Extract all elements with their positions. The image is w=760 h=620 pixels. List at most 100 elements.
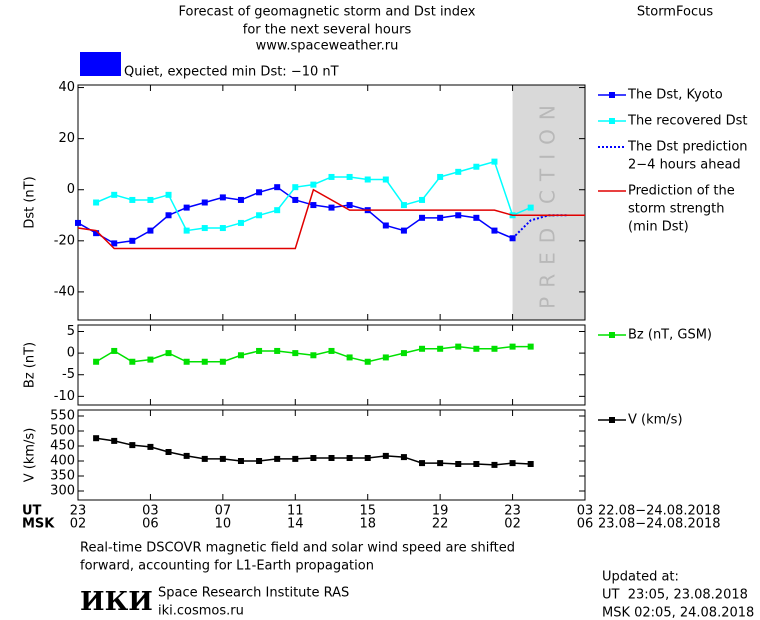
point bbox=[129, 237, 136, 244]
point bbox=[310, 455, 317, 461]
point bbox=[419, 196, 426, 203]
legend-label: The recovered Dst bbox=[627, 114, 747, 129]
status-swatch bbox=[80, 52, 121, 76]
point bbox=[274, 207, 281, 214]
point bbox=[165, 350, 172, 357]
point bbox=[328, 455, 335, 461]
series-line bbox=[95, 160, 531, 232]
x-tick-label: 03 bbox=[577, 504, 594, 519]
prediction-label: PREDICTION bbox=[535, 96, 559, 309]
y-tick-label: -5 bbox=[62, 367, 75, 382]
x-tick-label: 22 bbox=[432, 517, 449, 532]
point bbox=[129, 358, 136, 365]
point bbox=[129, 442, 136, 449]
point bbox=[147, 356, 154, 363]
footer-note: forward, accounting for L1-Earth propaga… bbox=[80, 559, 374, 574]
point bbox=[346, 455, 353, 461]
title: www.spaceweather.ru bbox=[256, 39, 399, 54]
point bbox=[147, 227, 154, 234]
point bbox=[328, 204, 335, 211]
x-tick-label: 23 bbox=[70, 504, 87, 519]
y-tick-label: -10 bbox=[54, 389, 75, 404]
x-tick-label: 07 bbox=[215, 504, 232, 519]
point bbox=[437, 460, 444, 467]
point bbox=[201, 455, 208, 462]
y-tick-label: 300 bbox=[50, 484, 75, 499]
point bbox=[183, 358, 190, 365]
point bbox=[201, 225, 208, 232]
y-tick-label: 500 bbox=[50, 424, 75, 439]
point bbox=[165, 212, 172, 219]
point bbox=[509, 343, 516, 350]
point bbox=[437, 214, 444, 221]
point bbox=[93, 358, 100, 365]
prediction-zone bbox=[512, 85, 585, 320]
point bbox=[437, 345, 444, 352]
point bbox=[400, 350, 407, 357]
point bbox=[183, 204, 190, 211]
point bbox=[93, 435, 100, 442]
point bbox=[219, 225, 226, 232]
x-tick-label: 14 bbox=[287, 517, 304, 532]
point bbox=[274, 347, 281, 354]
point bbox=[147, 196, 154, 203]
msk-label: MSK bbox=[22, 517, 55, 532]
series-line bbox=[77, 188, 585, 250]
point bbox=[455, 343, 462, 350]
updated: MSK 02:05, 24.08.2018 bbox=[602, 606, 754, 620]
point bbox=[491, 345, 498, 352]
point bbox=[491, 158, 498, 165]
point bbox=[111, 437, 118, 444]
title: Forecast of geomagnetic storm and Dst in… bbox=[178, 5, 475, 20]
point bbox=[509, 460, 516, 467]
point bbox=[400, 454, 407, 461]
legend-label: storm strength bbox=[628, 202, 725, 217]
point bbox=[310, 352, 317, 359]
plot-frame bbox=[77, 84, 586, 321]
point bbox=[183, 227, 190, 234]
x-tick-label: 15 bbox=[359, 504, 376, 519]
point bbox=[491, 227, 498, 234]
point bbox=[256, 347, 263, 354]
point bbox=[346, 354, 353, 361]
legend-marker bbox=[609, 417, 615, 423]
y-tick-label: 40 bbox=[58, 80, 75, 95]
point bbox=[382, 222, 389, 229]
point bbox=[274, 184, 281, 191]
x-tick-label: 03 bbox=[142, 504, 159, 519]
point bbox=[419, 460, 426, 467]
point bbox=[274, 455, 281, 462]
footer-note: Real-time DSCOVR magnetic field and sola… bbox=[80, 541, 515, 556]
point bbox=[491, 461, 498, 468]
point bbox=[111, 347, 118, 354]
point bbox=[237, 352, 244, 359]
y-tick-label: 550 bbox=[50, 409, 75, 424]
point bbox=[129, 196, 136, 203]
x-tick-label: 10 bbox=[215, 517, 232, 532]
point bbox=[292, 455, 299, 462]
point bbox=[201, 358, 208, 365]
point bbox=[328, 347, 335, 354]
point bbox=[219, 455, 226, 462]
point bbox=[473, 461, 480, 467]
point bbox=[473, 214, 480, 221]
point bbox=[473, 163, 480, 170]
legend-label: Prediction of the bbox=[628, 184, 735, 199]
x-tick-label: 23 bbox=[504, 504, 521, 519]
updated: Updated at: bbox=[602, 570, 679, 585]
point bbox=[165, 191, 172, 198]
point bbox=[292, 350, 299, 357]
x-tick-label: 11 bbox=[287, 504, 304, 519]
point bbox=[93, 230, 100, 237]
x-tick-label: 06 bbox=[142, 517, 159, 532]
point bbox=[400, 202, 407, 209]
institute: Space Research Institute RAS bbox=[158, 586, 349, 601]
status: Quiet, expected min Dst: −10 nT bbox=[124, 65, 339, 80]
x-tick-label: 06 bbox=[577, 517, 594, 532]
point bbox=[473, 345, 480, 352]
y-tick-label: 0 bbox=[67, 346, 75, 361]
point bbox=[256, 189, 263, 196]
point bbox=[292, 184, 299, 191]
point bbox=[382, 354, 389, 361]
brand: StormFocus bbox=[637, 5, 713, 20]
